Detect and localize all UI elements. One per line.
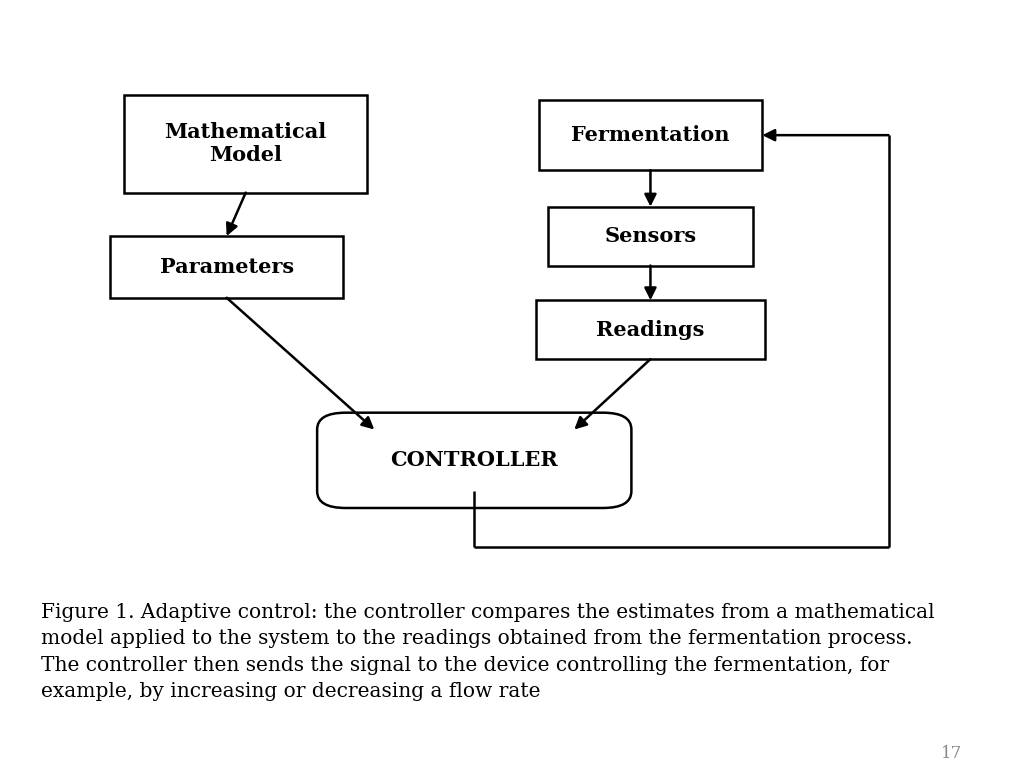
Text: CONTROLLER: CONTROLLER	[390, 450, 558, 470]
Text: 17: 17	[941, 745, 963, 762]
Text: Figure 1. Adaptive control: the controller compares the estimates from a mathema: Figure 1. Adaptive control: the controll…	[41, 603, 935, 701]
Text: Fermentation: Fermentation	[571, 125, 730, 145]
Bar	[537, 300, 765, 359]
Text: Sensors: Sensors	[604, 226, 696, 246]
Bar	[124, 94, 368, 193]
FancyBboxPatch shape	[317, 412, 632, 508]
Bar	[110, 236, 343, 298]
Bar	[548, 207, 753, 266]
Text: Mathematical
Model: Mathematical Model	[165, 122, 327, 165]
Text: Readings: Readings	[596, 319, 705, 339]
Bar	[539, 100, 762, 170]
Text: Parameters: Parameters	[160, 257, 294, 277]
